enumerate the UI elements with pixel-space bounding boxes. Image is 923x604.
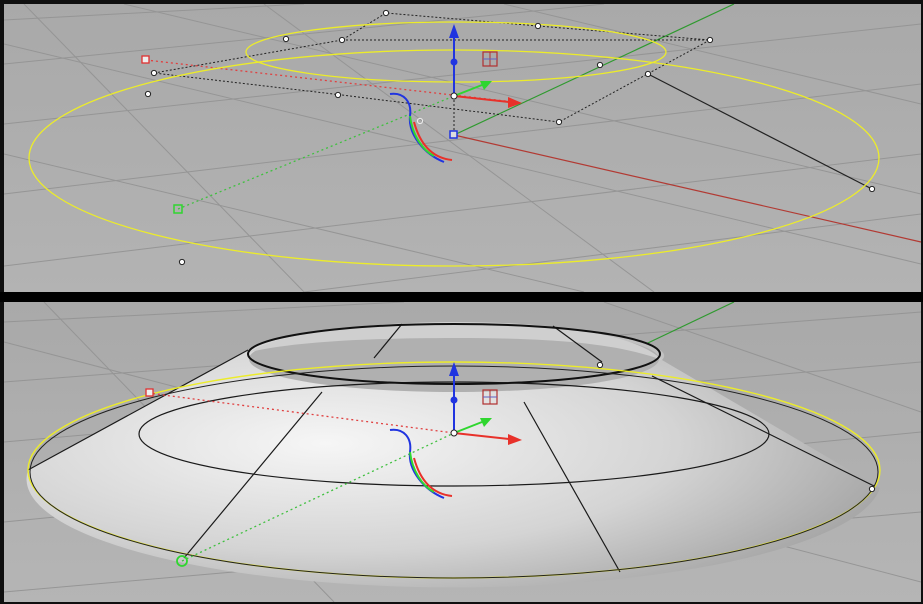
rotation-arc-icon[interactable] <box>389 92 453 163</box>
gizmo-z-knob[interactable] <box>450 396 458 404</box>
perspective-viewport-surface[interactable] <box>4 302 921 602</box>
viewport-canvas-top[interactable] <box>4 4 921 292</box>
arrow-x-icon[interactable] <box>453 95 510 103</box>
arrow-y-icon[interactable] <box>453 421 483 434</box>
arrow-y-head[interactable] <box>480 418 492 427</box>
gizmo-center[interactable] <box>450 92 458 100</box>
x-constraint-line <box>147 392 455 434</box>
inner-band <box>250 322 662 360</box>
viewport-background <box>4 4 921 292</box>
control-points[interactable] <box>144 9 876 266</box>
arrow-x-icon[interactable] <box>453 432 510 440</box>
green-endpoint-handle[interactable] <box>176 555 188 567</box>
construction-grid <box>4 4 921 292</box>
x-constraint-line <box>145 59 515 103</box>
gizmo-z-knob[interactable] <box>450 58 458 66</box>
construction-lines <box>647 73 873 190</box>
rotation-arc-icon[interactable] <box>389 428 453 499</box>
red-origin-handle[interactable] <box>141 55 150 64</box>
gizmo-center[interactable] <box>450 429 458 437</box>
transform-gizmo[interactable] <box>449 362 522 445</box>
revolved-surface[interactable] <box>26 325 880 588</box>
top-circle-curve[interactable] <box>245 21 667 83</box>
scale-plane-handle-icon[interactable] <box>482 389 498 405</box>
seam-point[interactable] <box>596 361 604 369</box>
control-polygon <box>153 12 712 135</box>
world-y-axis <box>453 4 735 136</box>
arrow-x-head[interactable] <box>508 97 522 108</box>
arrow-y-icon[interactable] <box>453 84 483 97</box>
surface-hole <box>249 326 659 392</box>
frame-right <box>921 0 923 604</box>
arrow-z-head[interactable] <box>449 362 459 376</box>
viewport-canvas-bottom[interactable] <box>4 302 921 602</box>
green-endpoint-handle[interactable] <box>173 204 183 214</box>
arrow-z-head[interactable] <box>449 24 459 38</box>
frame-bottom <box>0 602 923 604</box>
transform-gizmo[interactable] <box>449 24 522 108</box>
scale-plane-handle-icon[interactable] <box>482 51 498 67</box>
perspective-viewport-curves[interactable] <box>4 4 921 292</box>
y-constraint-line <box>181 432 455 562</box>
frame-left <box>0 0 4 604</box>
world-x-axis <box>453 134 921 243</box>
arrow-x-head[interactable] <box>508 434 522 445</box>
base-seam-point[interactable] <box>868 485 876 493</box>
red-origin-handle[interactable] <box>145 388 154 397</box>
frame-top <box>0 0 923 4</box>
arrow-y-head[interactable] <box>480 81 492 90</box>
blue-origin-handle[interactable] <box>449 130 458 139</box>
viewport-divider[interactable] <box>0 292 923 302</box>
